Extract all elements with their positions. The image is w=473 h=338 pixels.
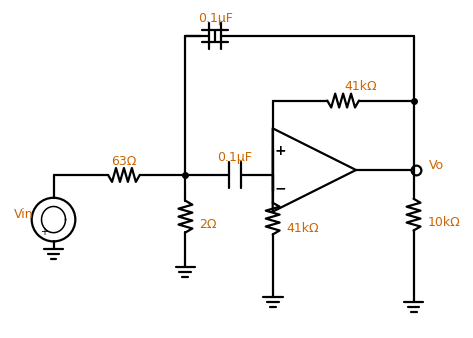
- Text: +: +: [275, 144, 287, 158]
- Text: Vin: Vin: [14, 208, 34, 221]
- Text: 0.1μF: 0.1μF: [198, 12, 233, 25]
- Text: Vo: Vo: [429, 159, 445, 171]
- Text: 2Ω: 2Ω: [199, 218, 217, 231]
- Text: 63Ω: 63Ω: [111, 154, 137, 168]
- Text: 10kΩ: 10kΩ: [428, 216, 460, 229]
- Text: 41kΩ: 41kΩ: [345, 80, 377, 93]
- Text: +: +: [40, 226, 48, 237]
- Text: 41kΩ: 41kΩ: [287, 222, 319, 235]
- Text: 0.1μF: 0.1μF: [218, 151, 253, 164]
- Text: −: −: [275, 182, 287, 196]
